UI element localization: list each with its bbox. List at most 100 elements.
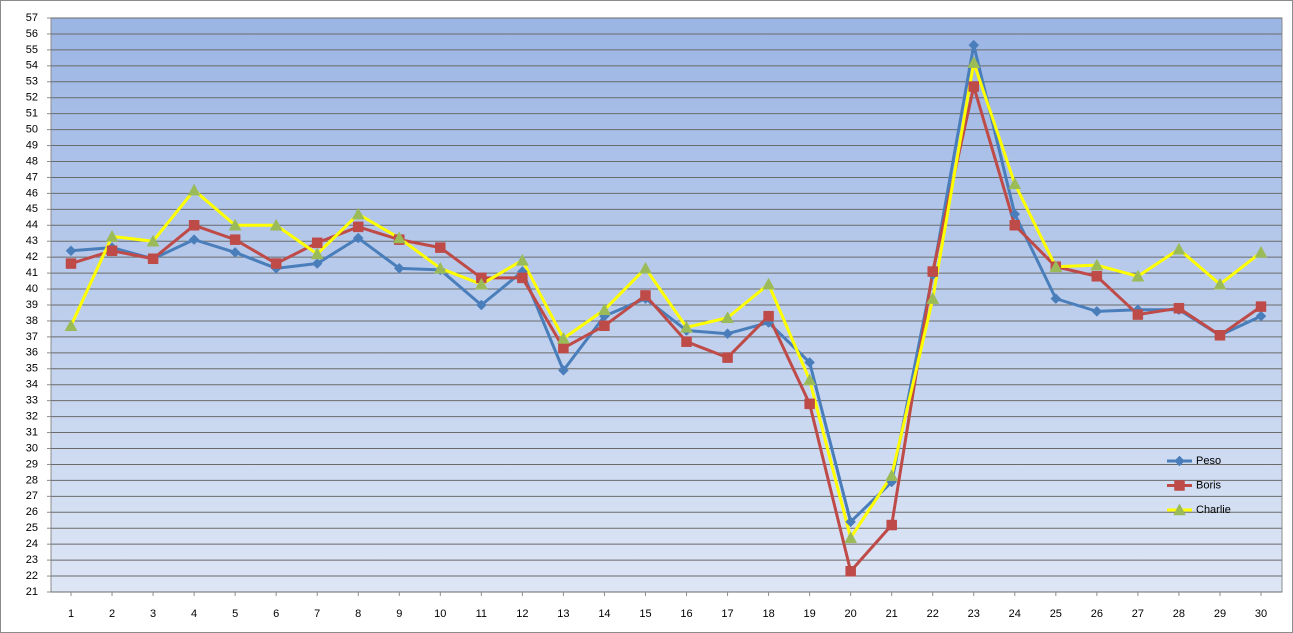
- marker: [640, 290, 651, 301]
- marker: [1009, 220, 1021, 231]
- marker: [968, 81, 980, 92]
- x-tick-label: 20: [845, 608, 857, 620]
- y-tick-label: 26: [26, 506, 38, 518]
- marker: [804, 398, 815, 410]
- y-tick-label: 46: [26, 187, 38, 199]
- marker: [885, 469, 899, 481]
- series-line: [70, 43, 1262, 524]
- marker: [188, 234, 200, 245]
- marker: [1172, 242, 1186, 255]
- marker: [64, 319, 78, 331]
- y-tick-label: 44: [26, 219, 38, 231]
- x-tick-label: 11: [476, 608, 487, 620]
- marker: [845, 566, 856, 577]
- x-tick-label: 26: [1091, 608, 1103, 620]
- marker: [393, 262, 405, 274]
- y-tick-label: 51: [26, 108, 38, 120]
- marker: [1008, 177, 1022, 190]
- marker: [681, 336, 692, 347]
- y-tick-label: 31: [26, 426, 38, 438]
- x-tick-label: 21: [886, 608, 898, 620]
- marker: [433, 261, 447, 274]
- y-tick-label: 49: [26, 139, 38, 151]
- x-tick-label: 4: [191, 608, 197, 620]
- marker: [680, 320, 693, 333]
- x-tick-label: 2: [109, 608, 115, 620]
- marker: [351, 207, 365, 220]
- marker: [804, 357, 815, 368]
- marker: [1174, 480, 1185, 491]
- marker: [310, 247, 324, 260]
- y-tick-label: 36: [26, 347, 38, 359]
- marker: [1090, 258, 1104, 271]
- y-tick-label: 55: [26, 44, 38, 56]
- y-tick-label: 50: [26, 124, 38, 136]
- y-tick-label: 21: [26, 586, 38, 598]
- y-tick-label: 34: [26, 379, 38, 391]
- marker: [311, 237, 323, 249]
- x-tick-label: 28: [1173, 608, 1185, 620]
- x-tick-label: 3: [150, 608, 156, 620]
- marker: [65, 245, 77, 257]
- marker: [1255, 310, 1267, 322]
- y-tick-label: 42: [26, 251, 38, 263]
- marker: [1174, 455, 1185, 467]
- y-tick-label: 40: [26, 283, 38, 295]
- x-tick-label: 1: [68, 608, 74, 620]
- marker: [1131, 269, 1145, 282]
- marker: [1255, 301, 1267, 312]
- marker: [762, 277, 776, 290]
- y-tick-label: 24: [26, 538, 38, 550]
- marker: [722, 352, 733, 363]
- legend-label: Boris: [1196, 479, 1222, 491]
- x-tick-label: 9: [396, 608, 402, 620]
- marker: [435, 242, 446, 253]
- x-tick-label: 7: [314, 608, 320, 620]
- x-tick-label: 10: [434, 608, 446, 620]
- x-tick-label: 18: [762, 608, 774, 620]
- marker: [1214, 330, 1226, 341]
- marker: [722, 328, 733, 340]
- x-tick-label: 22: [927, 608, 939, 620]
- series-line: [70, 85, 1262, 573]
- marker: [146, 234, 160, 247]
- x-tick-label: 25: [1050, 608, 1062, 620]
- marker: [65, 258, 77, 269]
- marker: [1049, 260, 1063, 272]
- marker: [803, 373, 817, 386]
- marker: [229, 247, 241, 258]
- marker: [1173, 503, 1186, 516]
- y-tick-label: 48: [26, 155, 38, 167]
- marker: [311, 258, 323, 269]
- marker: [558, 365, 569, 376]
- x-tick-label: 19: [803, 608, 815, 620]
- marker: [1173, 302, 1185, 314]
- marker: [558, 342, 569, 354]
- marker: [147, 253, 159, 265]
- legend-label: Peso: [1196, 455, 1221, 467]
- y-tick-label: 27: [26, 490, 38, 502]
- series-line: [69, 61, 1262, 540]
- marker: [556, 331, 570, 344]
- marker: [229, 234, 241, 245]
- marker: [1254, 245, 1268, 258]
- marker: [352, 232, 364, 244]
- marker: [475, 299, 487, 311]
- marker: [1132, 309, 1144, 320]
- marker: [1091, 306, 1103, 317]
- y-tick-label: 38: [26, 315, 38, 327]
- x-tick-label: 8: [355, 608, 361, 620]
- y-tick-label: 23: [26, 554, 38, 566]
- marker: [106, 245, 118, 257]
- y-tick-label: 43: [26, 235, 38, 247]
- marker: [639, 261, 652, 274]
- marker: [844, 531, 858, 544]
- marker: [269, 218, 283, 231]
- marker: [926, 292, 940, 304]
- x-tick-label: 15: [639, 608, 651, 620]
- x-tick-label: 13: [557, 608, 569, 620]
- x-tick-label: 24: [1009, 608, 1021, 620]
- marker: [598, 303, 611, 316]
